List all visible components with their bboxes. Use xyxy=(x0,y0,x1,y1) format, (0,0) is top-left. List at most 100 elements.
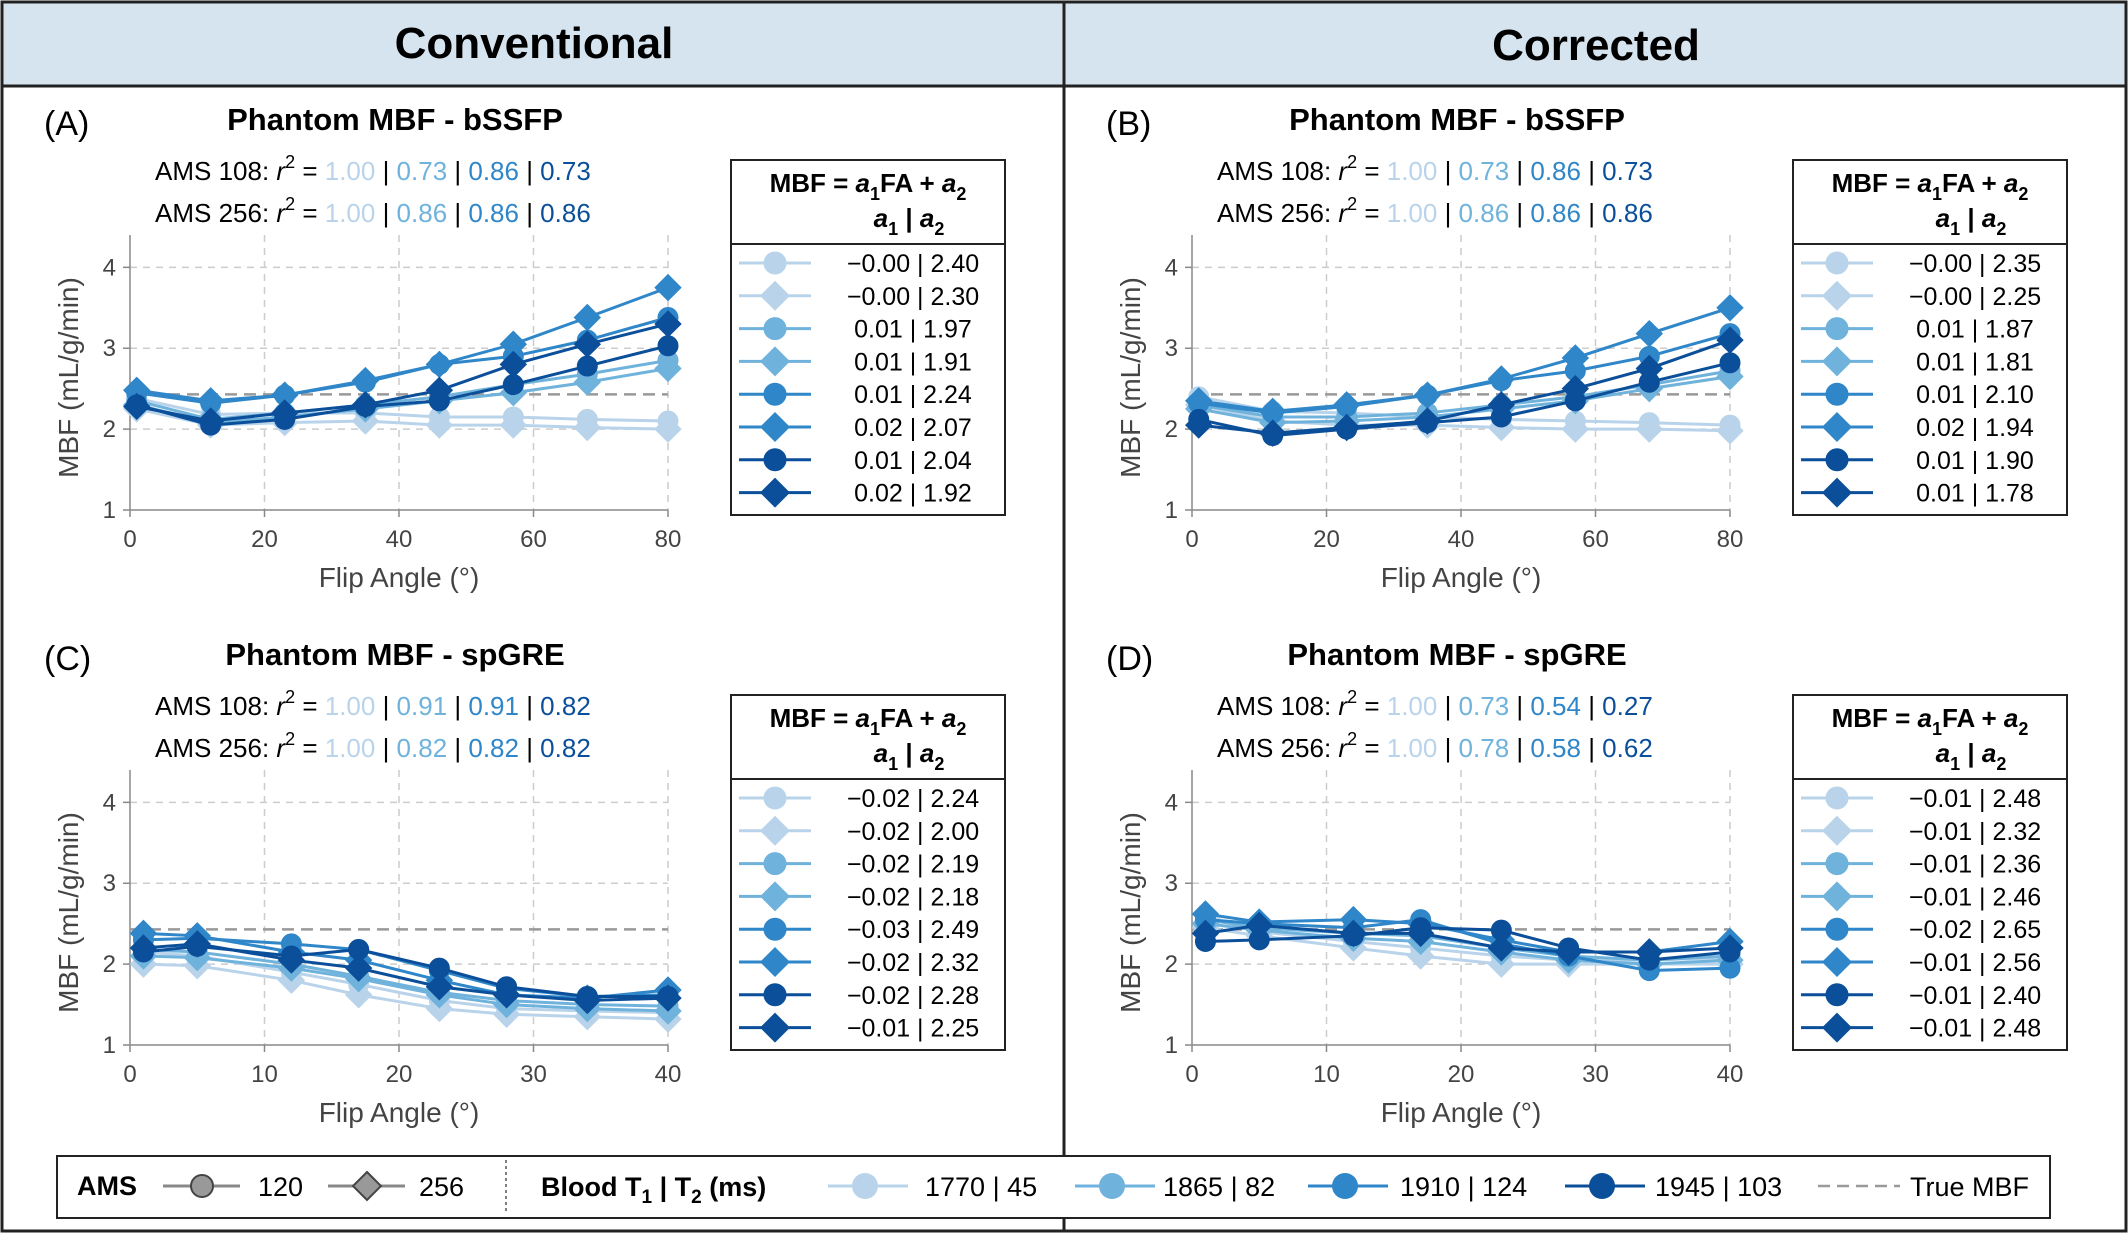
y-tick-label: 4 xyxy=(1165,789,1178,816)
x-tick-label: 20 xyxy=(1313,526,1340,553)
fit-columns: a1 | a2 xyxy=(874,203,945,239)
fit-legend-value: −0.00 | 2.30 xyxy=(847,283,979,311)
r2-label: AMS 256: xyxy=(155,198,276,228)
r2-equals: = xyxy=(295,198,325,228)
fit-columns: a1 | a2 xyxy=(1936,203,2007,239)
column-separator: | xyxy=(1960,738,1982,768)
data-point xyxy=(1716,934,1744,962)
series-line xyxy=(136,396,669,423)
equation-a1: a xyxy=(856,703,870,733)
r2-exponent: 2 xyxy=(285,152,295,172)
r2-value: 0.86 xyxy=(540,198,591,228)
data-point xyxy=(1635,938,1664,966)
equation-sub2: 2 xyxy=(956,719,966,739)
legend-ams-120: 120 xyxy=(258,1172,303,1202)
fit-legend-row: 0.01 | 2.24 xyxy=(739,381,972,409)
series-6 xyxy=(1185,294,1744,426)
r2-value: 0.91 xyxy=(468,691,519,721)
fit-legend-value: −0.01 | 2.36 xyxy=(1909,851,2041,879)
r2-symbol: r xyxy=(1338,691,1348,721)
equation-lhs: MBF = xyxy=(770,703,856,733)
data-point xyxy=(344,981,373,1009)
data-point xyxy=(1185,411,1213,439)
fit-legend-marker xyxy=(759,411,791,443)
x-tick-label: 0 xyxy=(1185,1061,1198,1088)
fit-legend-marker xyxy=(759,1012,791,1043)
y-tick-label: 3 xyxy=(103,335,116,362)
r2-separator: | xyxy=(519,198,540,228)
data-point xyxy=(654,415,682,443)
r2-line: AMS 108: r2 = 1.00 | 0.91 | 0.91 | 0.82 xyxy=(155,687,591,721)
fit-legend-row: −0.02 | 2.18 xyxy=(739,881,979,912)
equation-sub2: 2 xyxy=(2018,184,2028,204)
header-conventional: Conventional xyxy=(395,19,674,68)
r2-line: AMS 256: r2 = 1.00 | 0.86 | 0.86 | 0.86 xyxy=(1217,194,1653,228)
x-tick-label: 40 xyxy=(1717,1061,1744,1088)
fit-legend-row: −0.01 | 2.46 xyxy=(1801,881,2041,912)
r2-separator: | xyxy=(1581,156,1602,186)
r2-separator: | xyxy=(1437,733,1458,763)
equation-lhs: MBF = xyxy=(1832,703,1918,733)
fit-legend-row: −0.02 | 2.28 xyxy=(739,982,979,1010)
data-point xyxy=(1635,354,1664,383)
x-axis-label: Flip Angle (°) xyxy=(1381,562,1542,593)
column-sub2: 2 xyxy=(1996,754,2006,774)
x-tick-label: 10 xyxy=(251,1061,278,1088)
fit-legend-row: 0.01 | 1.87 xyxy=(1801,316,2034,344)
r2-equals: = xyxy=(1357,156,1387,186)
r2-separator: | xyxy=(1437,156,1458,186)
column-separator: | xyxy=(1960,203,1982,233)
x-tick-label: 40 xyxy=(1448,526,1475,553)
data-point xyxy=(654,984,682,1012)
data-point xyxy=(425,411,454,439)
r2-separator: | xyxy=(375,198,396,228)
x-axis-label: Flip Angle (°) xyxy=(319,562,480,593)
series-6 xyxy=(123,273,682,415)
fit-legend-marker xyxy=(1825,852,1849,876)
equation-a2: a xyxy=(2004,168,2018,198)
r2-value: 0.86 xyxy=(1530,198,1581,228)
fit-legend-value: 0.01 | 1.81 xyxy=(1916,348,2034,376)
r2-value: 0.91 xyxy=(397,691,448,721)
r2-line: AMS 108: r2 = 1.00 | 0.73 | 0.86 | 0.73 xyxy=(1217,152,1653,186)
equation-a2: a xyxy=(942,168,956,198)
r2-value: 1.00 xyxy=(1387,198,1438,228)
fit-legend-row: −0.02 | 2.32 xyxy=(739,946,979,978)
x-tick-label: 40 xyxy=(655,1061,682,1088)
diamond-icon xyxy=(351,1170,383,1202)
data-point xyxy=(351,391,380,419)
r2-equals: = xyxy=(295,691,325,721)
data-point xyxy=(129,934,158,962)
fit-legend-row: −0.01 | 2.48 xyxy=(1801,1012,2041,1043)
r2-value: 0.73 xyxy=(397,156,448,186)
fit-legend-marker xyxy=(759,280,791,311)
data-point xyxy=(654,310,682,338)
y-tick-label: 2 xyxy=(1165,951,1178,978)
data-point xyxy=(573,368,602,396)
series-8 xyxy=(1191,911,1744,966)
y-tick-label: 2 xyxy=(103,416,116,443)
data-point xyxy=(1258,419,1287,447)
x-tick-label: 60 xyxy=(520,526,547,553)
r2-value: 0.73 xyxy=(1602,156,1653,186)
column-separator: | xyxy=(898,203,920,233)
fit-legend-row: −0.02 | 2.65 xyxy=(1801,916,2041,944)
fit-legend-value: −0.01 | 2.48 xyxy=(1909,1015,2041,1043)
column-a2: a xyxy=(920,203,934,233)
r2-exponent: 2 xyxy=(285,729,295,749)
fit-legend-value: 0.02 | 1.92 xyxy=(854,480,972,508)
data-point xyxy=(1716,294,1744,322)
fit-legend-row: 0.02 | 1.94 xyxy=(1801,411,2034,443)
fit-legend-value: −0.00 | 2.25 xyxy=(1909,283,2041,311)
fit-legend-value: −0.02 | 2.00 xyxy=(847,818,979,846)
data-point xyxy=(573,986,602,1015)
equation-sub2: 2 xyxy=(2018,719,2028,739)
fit-legend-row: −0.02 | 2.00 xyxy=(739,815,979,846)
fit-legend-marker xyxy=(1821,946,1853,978)
fit-legend-value: −0.01 | 2.48 xyxy=(1909,785,2041,813)
data-point xyxy=(425,376,454,405)
fit-legend-row: −0.00 | 2.40 xyxy=(739,250,979,278)
